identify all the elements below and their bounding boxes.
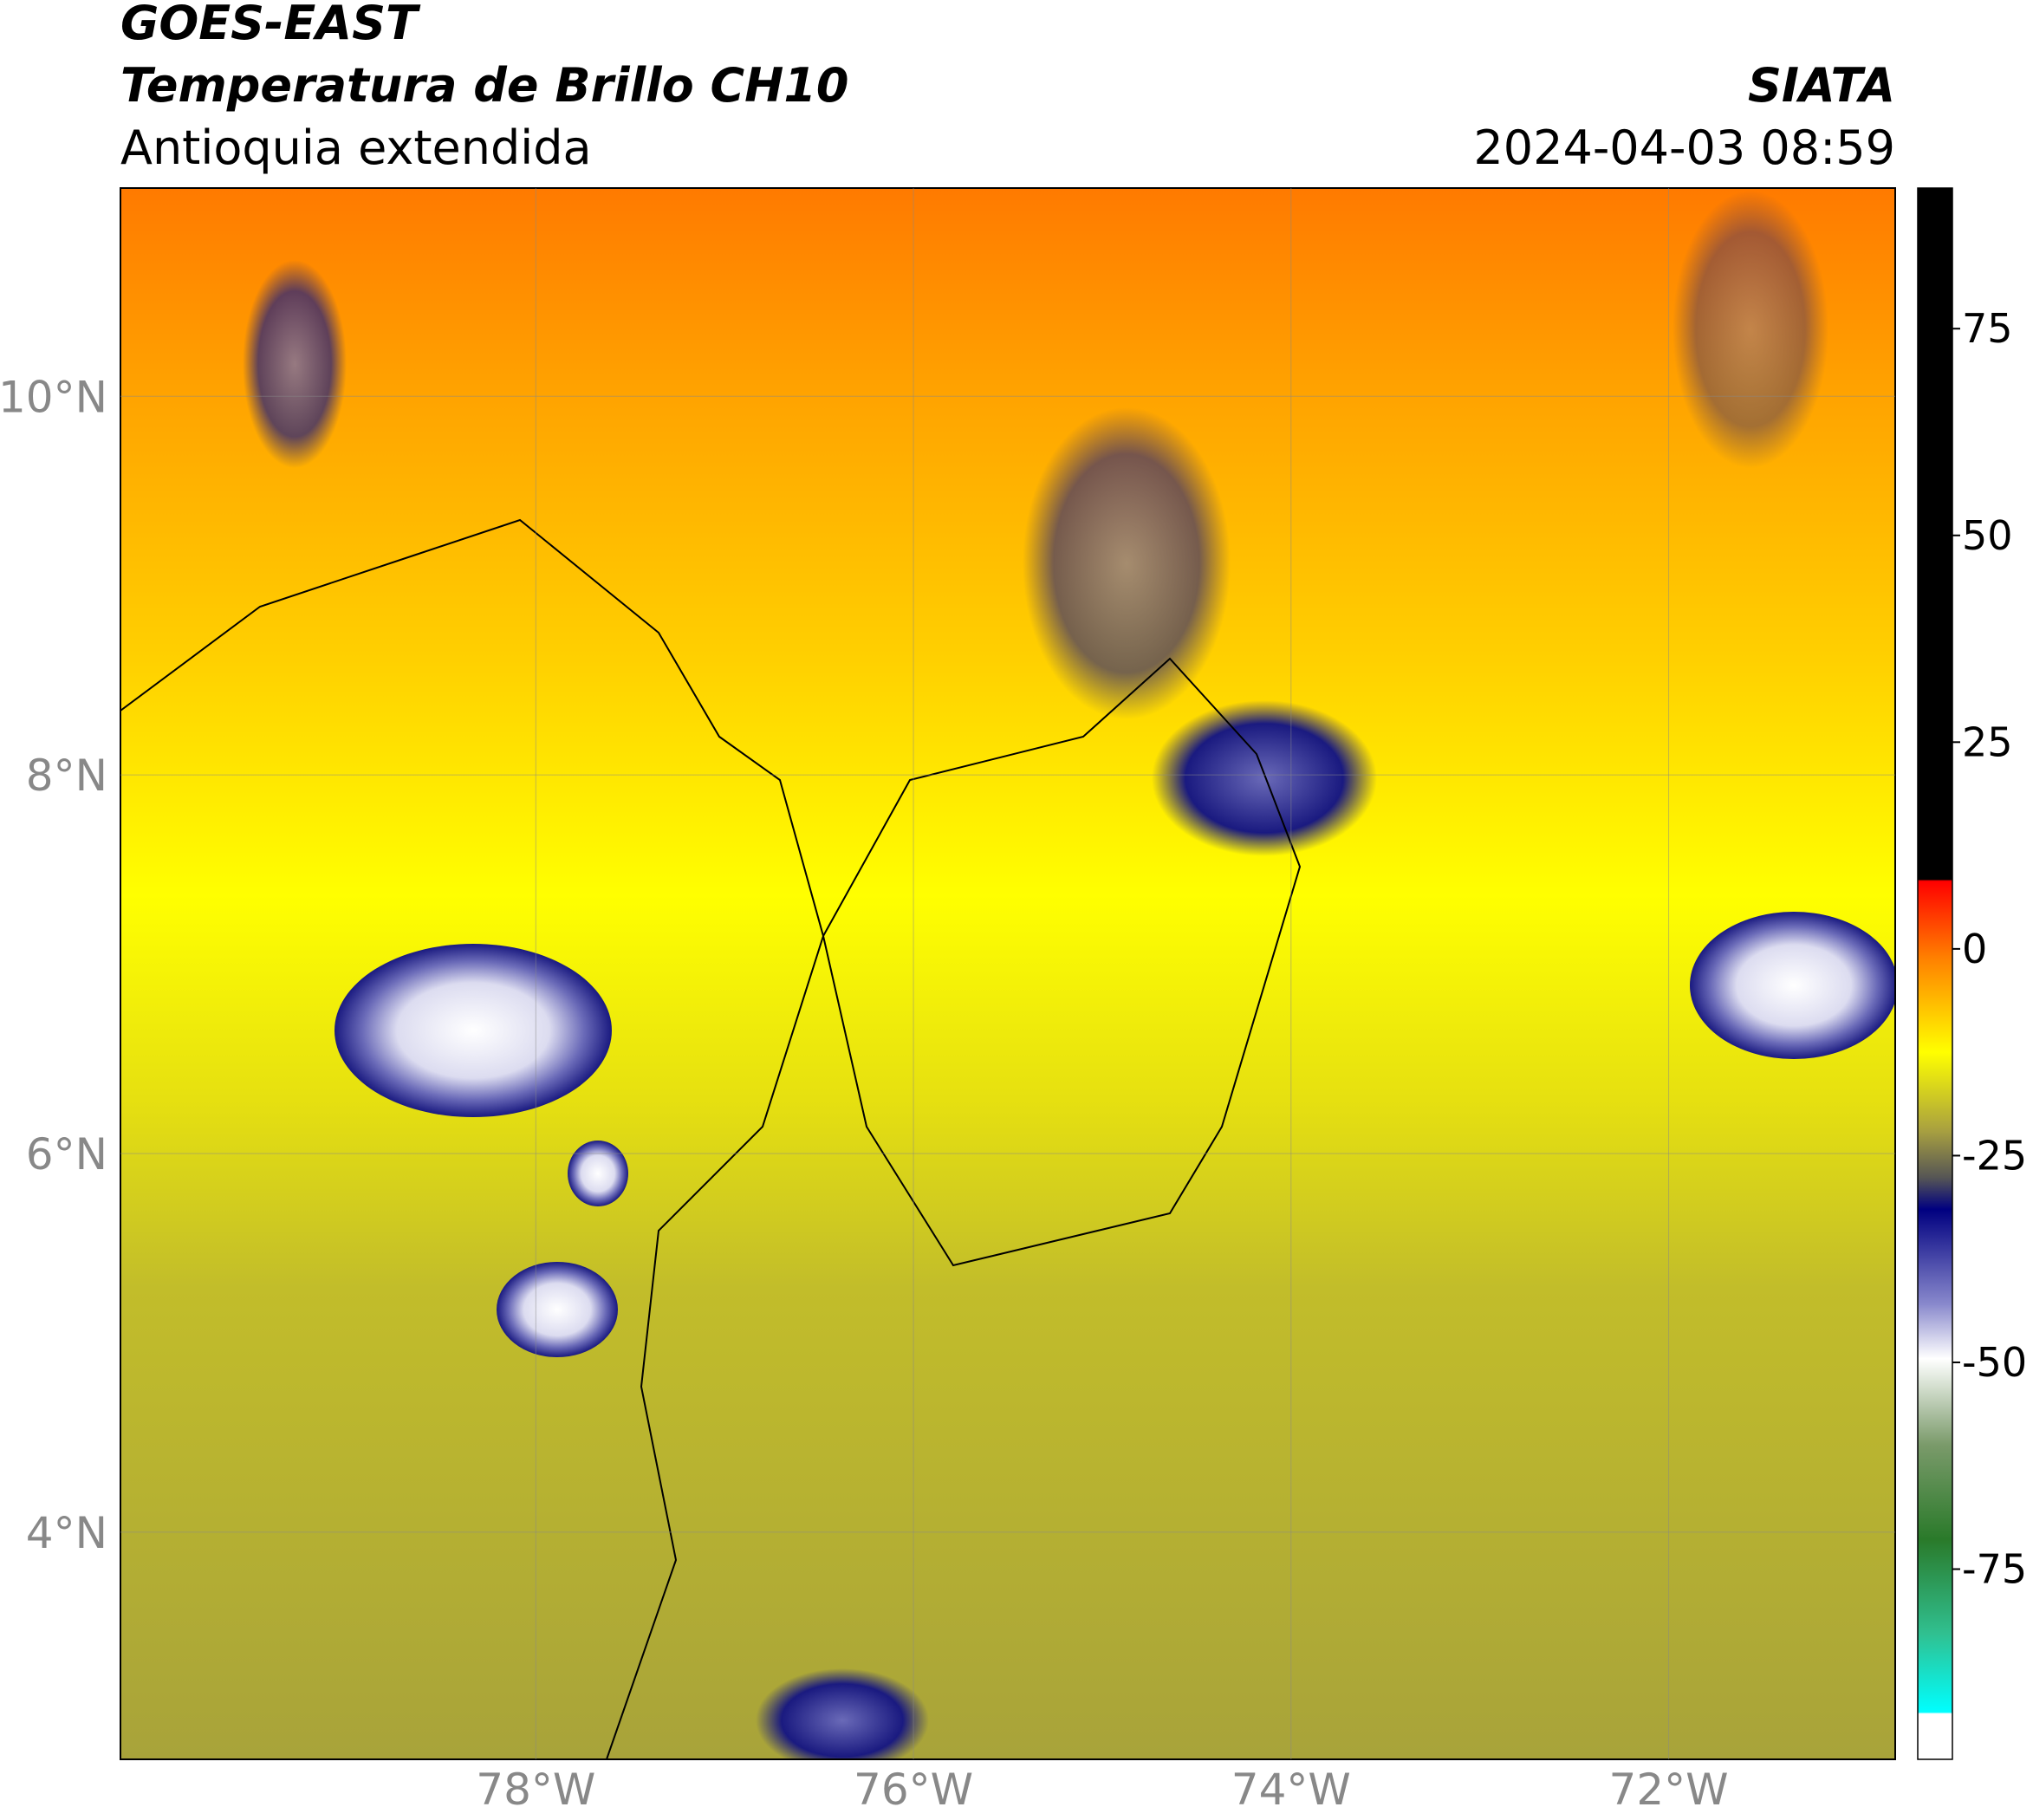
region: Antioquia extendida <box>120 120 592 175</box>
coastline <box>120 518 825 1759</box>
cloud <box>243 260 347 468</box>
timestamp: 2024-04-03 08:59 <box>1473 120 1895 175</box>
subtitle: Temperatura de Brillo CH10 <box>120 58 849 113</box>
map-frame <box>120 187 1896 1760</box>
y-tick-label: 6°N <box>26 1129 107 1180</box>
y-tick-label: 8°N <box>26 751 107 801</box>
colorbar-tick-label: 0 <box>1962 926 1987 972</box>
source: SIATA <box>1748 58 1895 113</box>
map-image <box>120 188 1895 1759</box>
title: GOES-EAST <box>120 0 421 50</box>
x-tick-label: 76°W <box>854 1765 973 1815</box>
colorbar-tick-label: 75 <box>1962 305 2013 352</box>
cloud <box>497 1262 618 1357</box>
cloud <box>1673 191 1828 468</box>
cloud <box>1690 912 1895 1059</box>
colorbar-tick-label: -75 <box>1962 1546 2027 1593</box>
y-tick-label: 4°N <box>26 1508 107 1558</box>
x-tick-label: 78°W <box>476 1765 595 1815</box>
cloud <box>335 944 612 1117</box>
x-tick-label: 74°W <box>1231 1765 1351 1815</box>
colorbar <box>1917 187 1953 1760</box>
colorbar-tick-label: 25 <box>1962 718 2013 765</box>
cloud <box>1023 407 1231 719</box>
x-tick-label: 72°W <box>1609 1765 1729 1815</box>
y-tick-label: 10°N <box>0 372 107 422</box>
colorbar-tick-label: -50 <box>1962 1339 2027 1386</box>
cloud <box>756 1668 929 1759</box>
cloud <box>568 1141 628 1206</box>
cloud <box>1152 700 1377 856</box>
colorbar-tick-label: 50 <box>1962 512 2013 559</box>
border <box>822 657 1302 1267</box>
colorbar-tick-label: -25 <box>1962 1132 2027 1179</box>
